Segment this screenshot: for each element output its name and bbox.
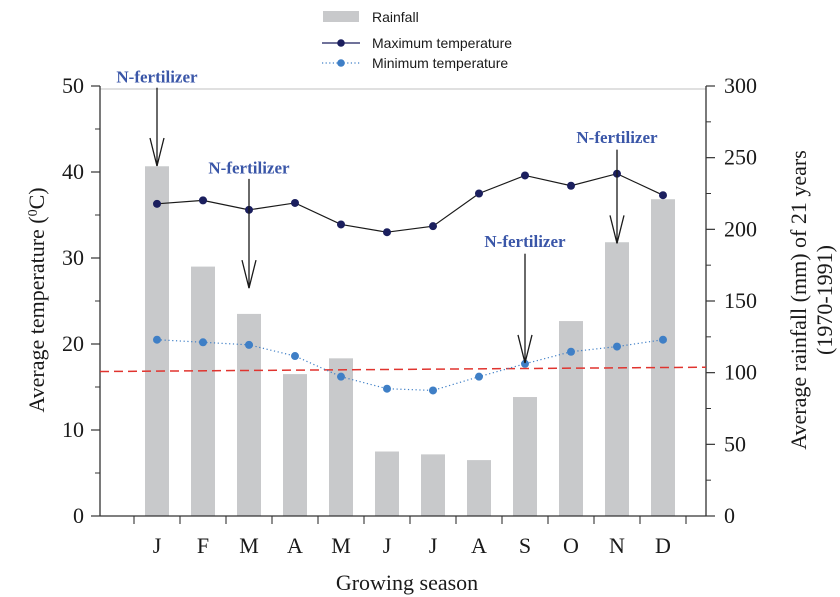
annotation-arrow-head xyxy=(609,215,625,244)
min-temperature-point xyxy=(153,335,161,344)
max-temperature-point xyxy=(153,199,161,208)
max-temperature-point xyxy=(475,189,483,198)
x-tick-label: N xyxy=(609,533,625,558)
rainfall-bar xyxy=(375,451,399,516)
legend-swatch-min-marker xyxy=(337,59,345,67)
x-tick-label: A xyxy=(287,533,303,558)
annotation-arrow-head xyxy=(241,259,257,289)
min-temperature-point xyxy=(521,359,529,368)
min-temperature-point xyxy=(245,340,253,349)
x-axis-title: Growing season xyxy=(336,570,478,595)
annotation-label: N-fertilizer xyxy=(576,128,658,147)
x-tick-label: D xyxy=(655,533,671,558)
x-tick-label: J xyxy=(153,533,162,558)
y-right-tick-label: 300 xyxy=(724,73,757,98)
y-right-tick-label: 50 xyxy=(724,431,746,456)
y-right-tick-label: 0 xyxy=(724,503,735,528)
max-temperature-point xyxy=(199,196,207,205)
rainfall-bar xyxy=(421,454,445,516)
y-right-tick-label: 200 xyxy=(724,216,757,241)
max-temperature-point xyxy=(521,171,529,180)
legend-label-rainfall: Rainfall xyxy=(372,9,419,25)
y-right-tick-label: 250 xyxy=(724,145,757,170)
min-temperature-point xyxy=(291,352,299,361)
y-axis-right-title-line2: (1970-1991) xyxy=(812,245,837,355)
min-temperature-point xyxy=(567,347,575,356)
reference-line xyxy=(99,366,707,373)
x-tick-label: J xyxy=(383,533,392,558)
temperature-lines xyxy=(153,169,667,395)
y-left-tick-label: 10 xyxy=(62,417,84,442)
y-left-tick-label: 20 xyxy=(62,331,84,356)
rainfall-bar xyxy=(651,199,675,516)
rainfall-bar xyxy=(467,460,491,516)
rainfall-bar xyxy=(283,374,307,516)
min-temperature-point xyxy=(659,335,667,344)
y-axis-left-title-start: Average temperature ( xyxy=(24,216,49,412)
y-axis-left-title-end: C) xyxy=(24,187,49,209)
min-temperature-point xyxy=(337,372,345,381)
legend: Rainfall Maximum temperature Minimum tem… xyxy=(322,9,512,71)
annotation-label: N-fertilizer xyxy=(116,68,198,87)
x-tick-label: F xyxy=(197,533,209,558)
y-axis-left-title: Average temperature (0C) xyxy=(24,187,49,412)
legend-label-max: Maximum temperature xyxy=(372,35,512,51)
y-axis-right-title-line1: Average rainfall (mm) of 21 years xyxy=(786,150,811,450)
y-left-tick-label: 30 xyxy=(62,245,84,270)
rainfall-bar xyxy=(605,242,629,516)
max-temperature-point xyxy=(291,198,299,207)
reference-line-group xyxy=(99,366,707,373)
x-tick-label: S xyxy=(519,533,531,558)
rainfall-bars xyxy=(145,166,675,516)
max-temperature-line xyxy=(156,173,664,233)
max-temperature-point xyxy=(429,222,437,231)
y-left-tick-label: 0 xyxy=(73,503,84,528)
x-tick-label: O xyxy=(563,533,579,558)
y-right-tick-label: 150 xyxy=(724,288,757,313)
max-temperature-point xyxy=(383,228,391,237)
rainfall-bar xyxy=(513,397,537,516)
annotations: N-fertilizer N-fertilizer N-fertilizer N-fe… xyxy=(116,68,658,364)
y-right-tick-label: 100 xyxy=(724,360,757,385)
x-tick-label: M xyxy=(331,533,351,558)
axes: 0 10 20 30 40 50 0 50 100 150 200 250 300 J F M A M J J A S O N… xyxy=(62,73,757,558)
min-temperature-point xyxy=(199,338,207,347)
min-temperature-line xyxy=(156,339,664,392)
min-temperature-point xyxy=(613,342,621,351)
x-tick-label: J xyxy=(429,533,438,558)
rainfall-bar xyxy=(191,266,215,516)
annotation-label: N-fertilizer xyxy=(484,232,566,251)
max-temperature-point xyxy=(659,191,667,200)
min-temperature-point xyxy=(475,372,483,381)
min-temperature-point xyxy=(383,384,391,393)
min-temperature-point xyxy=(429,386,437,395)
y-left-tick-label: 50 xyxy=(62,73,84,98)
annotation-label: N-fertilizer xyxy=(208,159,290,178)
annotation-arrow-head xyxy=(517,334,533,364)
legend-swatch-rainfall xyxy=(323,11,359,22)
y-left-tick-label: 40 xyxy=(62,159,84,184)
rainfall-bar xyxy=(329,358,353,516)
legend-swatch-max-marker xyxy=(337,39,345,47)
annotation-arrow-head xyxy=(149,137,165,167)
legend-label-min: Minimum temperature xyxy=(372,55,508,71)
x-tick-label: M xyxy=(239,533,259,558)
max-temperature-point xyxy=(567,181,575,190)
x-tick-label: A xyxy=(471,533,487,558)
max-temperature-point xyxy=(337,220,345,229)
y-axis-left-title-superscript: 0 xyxy=(26,209,41,216)
